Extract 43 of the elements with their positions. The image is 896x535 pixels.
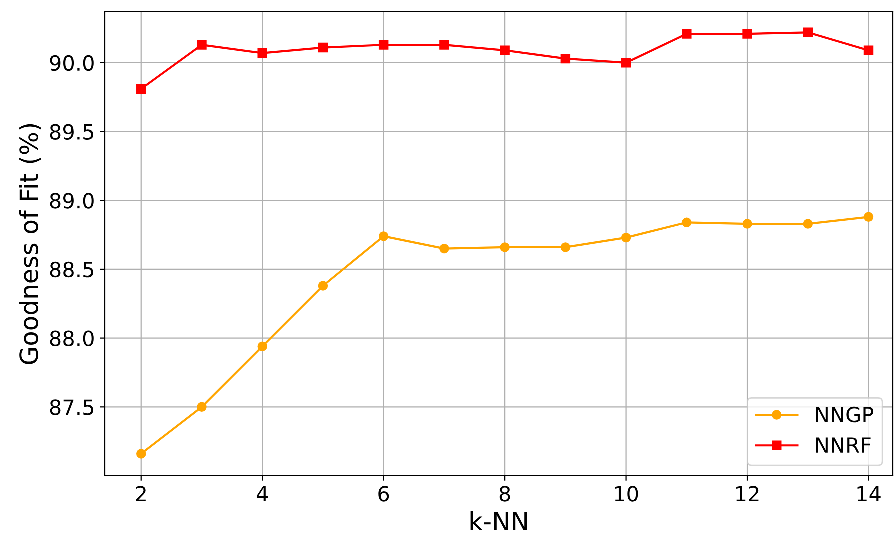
x-tick-label: 8 bbox=[500, 486, 510, 502]
point bbox=[803, 28, 813, 38]
x-tick-label: 4 bbox=[256, 486, 268, 502]
point bbox=[803, 219, 813, 229]
x-axis-title: k-NN bbox=[470, 511, 527, 530]
point bbox=[136, 84, 146, 94]
point bbox=[621, 232, 632, 243]
x-tick-label: 6 bbox=[378, 486, 390, 502]
x-tick-label: 2 bbox=[136, 486, 146, 502]
point bbox=[500, 46, 510, 56]
point bbox=[378, 232, 389, 242]
y-tick-label: 87.5 bbox=[50, 400, 94, 416]
point bbox=[197, 402, 207, 412]
point bbox=[318, 42, 328, 53]
point bbox=[440, 40, 450, 50]
point bbox=[136, 449, 146, 459]
point bbox=[621, 58, 632, 68]
x-tick-label: 14 bbox=[858, 486, 881, 502]
point bbox=[258, 342, 268, 352]
legend-label: NNRF bbox=[816, 438, 871, 453]
point bbox=[500, 242, 510, 252]
y-tick-label: 89.5 bbox=[50, 124, 94, 140]
point bbox=[682, 29, 692, 39]
y-axis-title: Goodness of Fit (%) bbox=[19, 124, 42, 364]
x-tick-label: 10 bbox=[615, 486, 638, 502]
point bbox=[258, 48, 268, 58]
point bbox=[864, 46, 874, 56]
point bbox=[742, 219, 752, 229]
legend-label: NNGP bbox=[816, 406, 874, 423]
point bbox=[864, 212, 874, 222]
point bbox=[318, 281, 328, 291]
point bbox=[440, 244, 450, 254]
point bbox=[560, 54, 571, 64]
y-tick-label: 88.0 bbox=[50, 330, 94, 347]
y-tick-label: 89.0 bbox=[50, 193, 94, 209]
point bbox=[682, 218, 692, 228]
point bbox=[378, 40, 389, 50]
y-tick-label: 88.5 bbox=[50, 262, 94, 278]
x-tick-label: 12 bbox=[736, 486, 759, 502]
point bbox=[560, 242, 571, 252]
y-tick-label: 90.0 bbox=[50, 55, 94, 72]
point bbox=[197, 40, 207, 50]
point bbox=[742, 29, 752, 39]
